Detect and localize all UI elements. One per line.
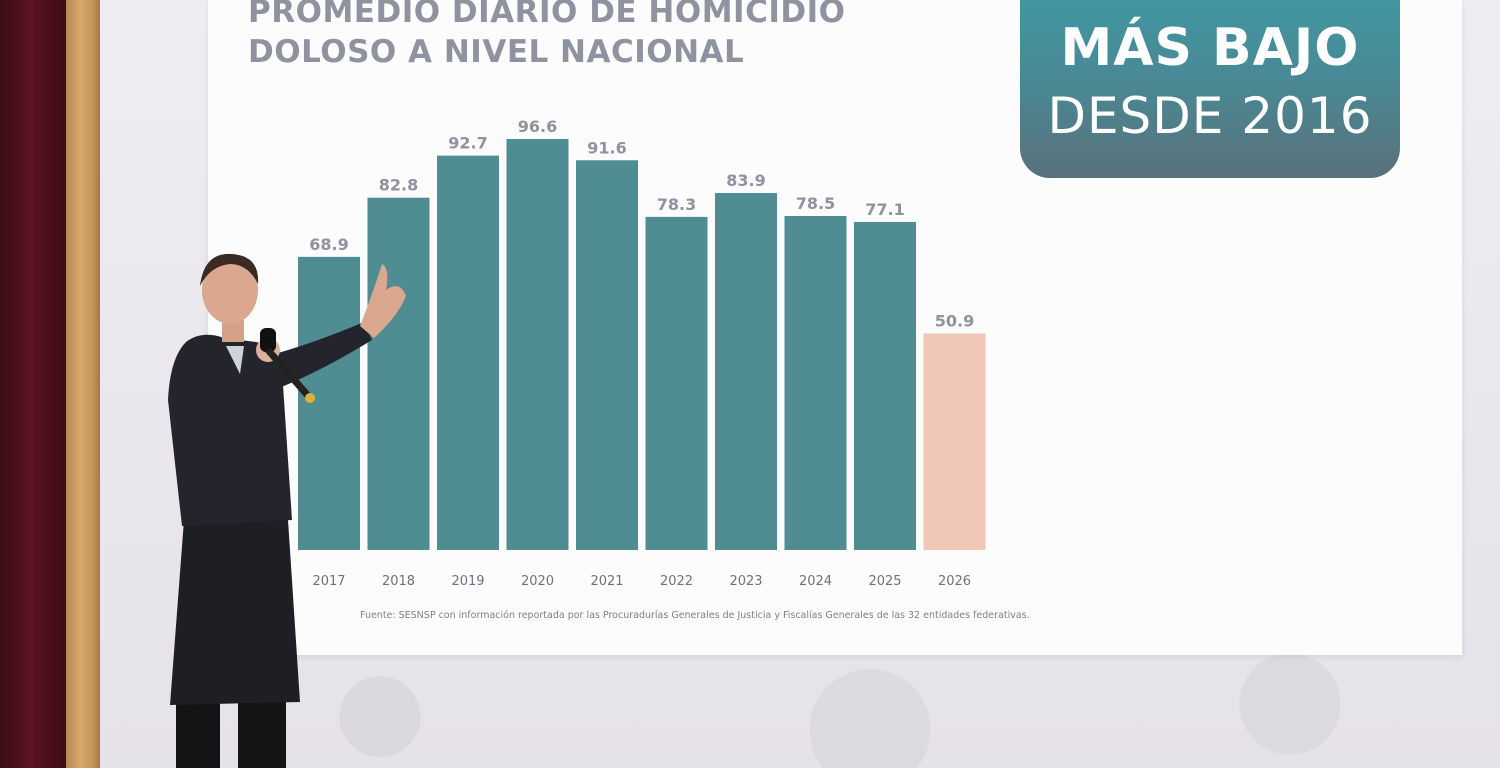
value-label-2025: 77.1 bbox=[865, 200, 904, 219]
value-label-2021: 91.6 bbox=[587, 138, 626, 157]
bar-2017 bbox=[298, 256, 360, 550]
bar-2025 bbox=[854, 221, 916, 551]
bar-chart: 68.9 2017 82.8 2018 92.7 2019 96.6 2020 91.6 2021… bbox=[298, 117, 986, 589]
value-label-2026: 50.9 bbox=[935, 311, 974, 330]
bar-2019 bbox=[437, 155, 499, 550]
bar-2026 bbox=[923, 333, 986, 550]
speaker-figure bbox=[168, 253, 406, 768]
highlight-badge: MÁS BAJO DESDE 2016 bbox=[1020, 0, 1400, 178]
bar-2023 bbox=[715, 193, 777, 550]
bar-2024 bbox=[784, 216, 847, 550]
backdrop-pattern bbox=[100, 640, 1500, 768]
tick-label-2024: 2024 bbox=[799, 574, 832, 589]
badge-line-1: MÁS BAJO bbox=[1060, 18, 1360, 78]
tick-label-2022: 2022 bbox=[660, 574, 693, 589]
stage-wood-frame bbox=[66, 0, 102, 768]
tick-label-2018: 2018 bbox=[382, 574, 415, 589]
tick-label-2021: 2021 bbox=[590, 574, 623, 589]
badge-line-2: DESDE 2016 bbox=[1047, 87, 1373, 145]
value-label-2022: 78.3 bbox=[657, 195, 696, 214]
tick-label-2019: 2019 bbox=[451, 574, 484, 589]
bar-2018 bbox=[367, 197, 430, 550]
tick-label-2026: 2026 bbox=[938, 574, 971, 589]
tick-label-2017: 2017 bbox=[312, 574, 345, 589]
tick-label-2025: 2025 bbox=[868, 574, 901, 589]
tick-label-2020: 2020 bbox=[521, 574, 554, 589]
bar-2020 bbox=[506, 139, 569, 550]
stage-curtain bbox=[0, 0, 68, 768]
value-label-2024: 78.5 bbox=[796, 194, 835, 213]
value-label-2018: 82.8 bbox=[379, 176, 418, 195]
value-label-2019: 92.7 bbox=[448, 134, 487, 153]
value-label-2020: 96.6 bbox=[518, 117, 557, 136]
bar-2022 bbox=[645, 216, 708, 551]
value-label-2017: 68.9 bbox=[309, 235, 348, 254]
tick-label-2023: 2023 bbox=[729, 574, 762, 589]
value-label-2023: 83.9 bbox=[726, 171, 765, 190]
chart-title: PROMEDIO DIARIO DE HOMICIDIO DOLOSO A NI… bbox=[248, 0, 846, 70]
source-note: Fuente: SESNSP con información reportada… bbox=[360, 610, 1030, 621]
projection-screen: PROMEDIO DIARIO DE HOMICIDIO DOLOSO A NI… bbox=[208, 0, 1462, 655]
bar-2021 bbox=[576, 160, 638, 550]
